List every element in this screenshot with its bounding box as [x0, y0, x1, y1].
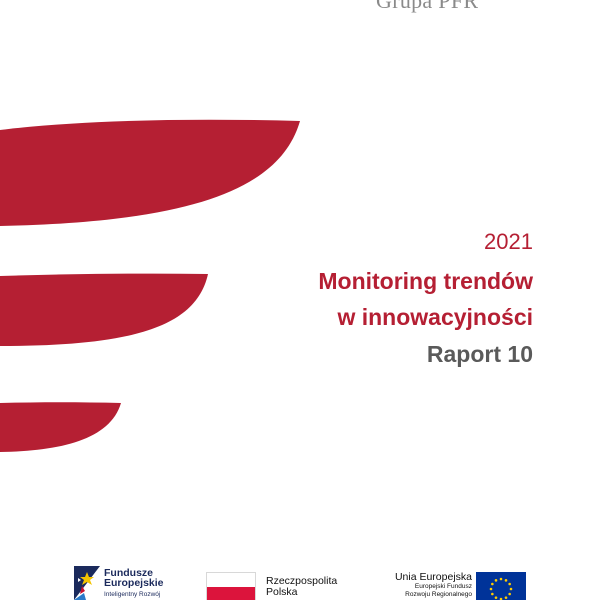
european-funds-star-icon: [74, 566, 100, 600]
european-funds-logo: Fundusze Europejskie Inteligentny Rozwój: [74, 560, 184, 600]
european-union-fund-line-1: Europejski Fundusz: [414, 583, 472, 590]
ribbon-middle: [0, 273, 208, 346]
eu-star-icon: [491, 582, 494, 586]
report-title-block: 2021 Monitoring trendów w innowacyjności…: [318, 228, 533, 373]
eu-star-icon: [499, 577, 503, 581]
european-union-title: Unia Europejska: [394, 571, 472, 583]
eu-star-icon: [491, 592, 494, 596]
eu-flag-icon: [476, 572, 526, 600]
european-funds-line-2: Europejskie: [104, 577, 164, 589]
european-union-fund-line-2: Rozwoju Regionalnego: [405, 591, 472, 598]
report-title-line-1: Monitoring trendów: [318, 268, 533, 294]
ribbon-bottom: [0, 402, 121, 452]
eu-star-icon: [494, 596, 498, 599]
rzeczpospolita-logo: Rzeczpospolita Polska: [206, 560, 337, 600]
eu-star-icon: [504, 579, 508, 582]
eu-star-icon: [494, 579, 498, 582]
polish-flag-icon: [206, 572, 256, 600]
european-funds-line-1: Fundusze: [104, 567, 153, 579]
organization-name: Grupa PFR: [376, 0, 479, 13]
eu-star-icon: [499, 597, 503, 600]
report-year: 2021: [484, 229, 533, 254]
eu-star-icon: [509, 587, 513, 591]
rzeczpospolita-line-2: Polska: [266, 586, 298, 598]
rzeczpospolita-name: Rzeczpospolita Polska: [266, 576, 337, 598]
european-union-text: Unia Europejska Europejski Fundusz Rozwo…: [378, 572, 472, 599]
european-funds-name: Fundusze Europejskie: [104, 567, 164, 589]
rzeczpospolita-line-1: Rzeczpospolita: [266, 575, 338, 587]
eu-star-icon: [508, 582, 511, 586]
ribbon-top: [0, 119, 300, 226]
report-title-line-2: w innowacyjności: [337, 304, 533, 330]
eu-star-icon: [508, 592, 511, 596]
eu-star-icon: [504, 596, 508, 599]
funding-logos-bar: Fundusze Europejskie Inteligentny Rozwój…: [0, 560, 599, 600]
eu-star-icon: [489, 587, 493, 591]
european-union-logo: Unia Europejska Europejski Fundusz Rozwo…: [378, 560, 530, 600]
european-funds-program: Inteligentny Rozwój: [104, 591, 161, 598]
report-number: Raport 10: [426, 341, 533, 367]
